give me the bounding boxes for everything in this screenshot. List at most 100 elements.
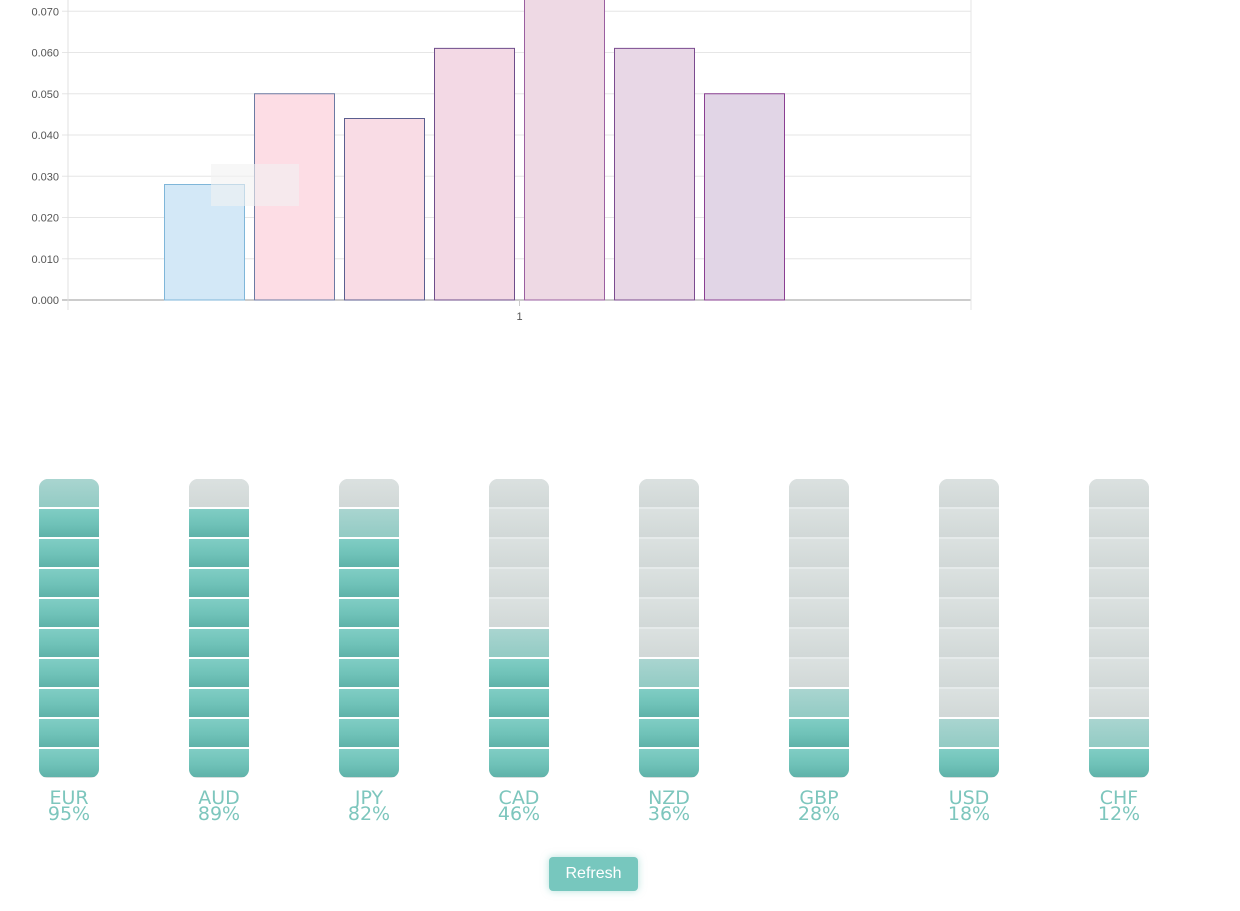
currency-percent: 46% (497, 803, 541, 825)
meter-segment-gap (1089, 537, 1149, 539)
currency-code: NZD (648, 787, 690, 809)
meter-segment-gap (1089, 597, 1149, 599)
currency-percent: 18% (947, 803, 991, 825)
meter-segment-gap (639, 597, 699, 599)
meter-segment (789, 629, 849, 657)
meter-segment (639, 509, 699, 537)
meter-segment-gap (39, 687, 99, 689)
meter-segment (189, 479, 249, 507)
y-tick-label: 0.010 (31, 254, 59, 266)
meter-segment (339, 629, 399, 657)
meter-segment (639, 599, 699, 627)
meter-segment-gap (789, 537, 849, 539)
meter-segment-gap (789, 657, 849, 659)
meter-segment (489, 689, 549, 717)
meter-segment-gap (939, 717, 999, 719)
meter-segment (1089, 689, 1149, 717)
meter-bar (939, 479, 999, 778)
currency-percent: 36% (647, 803, 691, 825)
meter-segment-gap (1089, 627, 1149, 629)
meter-aud: AUD 89% (169, 479, 269, 824)
meter-segment-gap (489, 507, 549, 509)
meter-segment (1089, 479, 1149, 507)
currency-code: EUR (49, 787, 89, 809)
meter-segment (639, 689, 699, 717)
meter-segment (39, 569, 99, 597)
meter-label: AUD 89% (169, 787, 269, 824)
refresh-button[interactable]: Refresh (549, 857, 638, 891)
meter-segment-gap (189, 657, 249, 659)
meter-segment-gap (639, 747, 699, 749)
meter-segment (339, 599, 399, 627)
meter-segment (939, 599, 999, 627)
meter-segment (489, 479, 549, 507)
meter-segment-gap (1089, 717, 1149, 719)
y-tick-label: 0.000 (31, 295, 59, 307)
meter-segment-gap (939, 657, 999, 659)
meter-segment-gap (639, 507, 699, 509)
meter-segment (939, 539, 999, 567)
meter-segment (489, 749, 549, 777)
meter-segment (789, 509, 849, 537)
bar-chart: 0.000 0.010 0.020 0.030 0.040 0.050 0.060 0.070… (31, 0, 972, 323)
meter-segment (939, 629, 999, 657)
meter-segment (339, 749, 399, 777)
meter-segment (789, 479, 849, 507)
meter-segment-gap (939, 627, 999, 629)
meter-segment-gap (939, 507, 999, 509)
meter-segment (789, 719, 849, 747)
y-tick-label: 0.020 (31, 213, 59, 225)
meter-segment (489, 719, 549, 747)
meter-segment (789, 689, 849, 717)
meter-segment (489, 659, 549, 687)
meter-segment-gap (789, 717, 849, 719)
meter-segment (339, 479, 399, 507)
meter-segment (639, 749, 699, 777)
bar (524, 0, 605, 301)
meter-segment-gap (39, 747, 99, 749)
bar (434, 47, 515, 301)
meter-segment-gap (39, 597, 99, 599)
meter-segment-gap (189, 627, 249, 629)
meter-segment-gap (1089, 687, 1149, 689)
meter-segment-gap (489, 717, 549, 719)
meter-label: GBP 28% (769, 789, 869, 824)
meter-segment (639, 719, 699, 747)
meter-segment-gap (1089, 507, 1149, 509)
meter-segment (639, 539, 699, 567)
y-tick-label: 0.040 (31, 130, 59, 142)
meter-segment (789, 539, 849, 567)
meter-segment (1089, 749, 1149, 777)
meter-segment (639, 629, 699, 657)
meter-label: CAD 46% (469, 789, 569, 825)
currency-percent: 82% (347, 803, 391, 825)
meter-eur: EUR 95% (19, 479, 119, 824)
meter-segment (939, 569, 999, 597)
meter-nzd: NZD 36% (619, 479, 719, 825)
meter-segment (939, 719, 999, 747)
meter-label: CHF 12% (1069, 787, 1169, 824)
meter-segment (39, 749, 99, 777)
meter-segment-gap (339, 507, 399, 509)
meter-segment-gap (189, 537, 249, 539)
currency-code: AUD (198, 787, 240, 809)
currency-code: CHF (1099, 787, 1139, 809)
meter-segment-gap (39, 567, 99, 569)
meter-segment-gap (189, 717, 249, 719)
meter-segment-gap (639, 627, 699, 629)
meter-segment (489, 599, 549, 627)
meter-segment-gap (189, 567, 249, 569)
meter-segment-gap (489, 597, 549, 599)
meter-label: JPY 82% (319, 787, 419, 825)
currency-code: JPY (354, 787, 384, 809)
meter-segment-gap (789, 687, 849, 689)
meter-segment-gap (339, 537, 399, 539)
bar (704, 93, 785, 301)
meter-segment-gap (189, 507, 249, 509)
meter-segment (489, 539, 549, 567)
meter-segment (39, 689, 99, 717)
meter-segment-gap (339, 627, 399, 629)
meter-segment (39, 719, 99, 747)
meter-segment-gap (939, 567, 999, 569)
meter-segment (339, 689, 399, 717)
